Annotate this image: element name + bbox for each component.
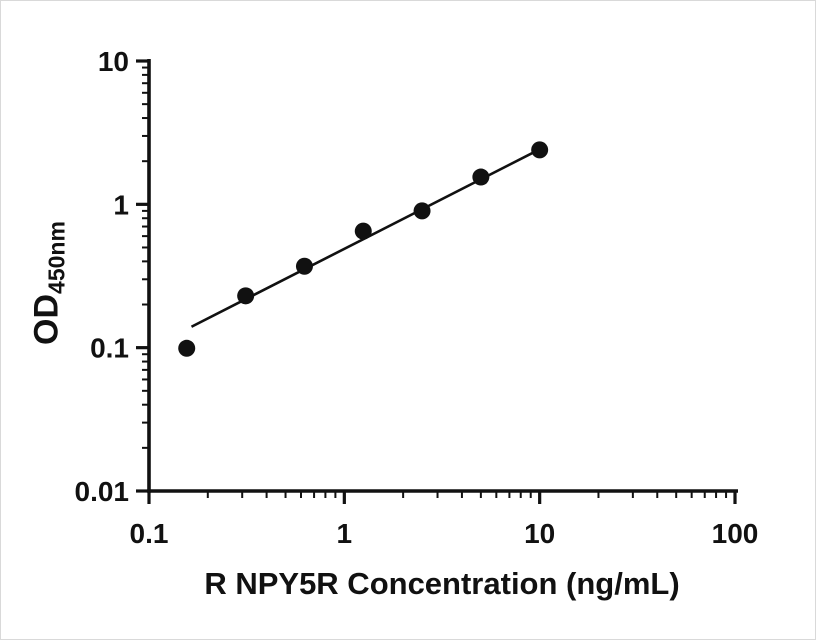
x-tick-label: 10 [524,518,555,549]
y-tick-label: 1 [113,189,129,220]
data-point [237,287,255,305]
x-tick-label: 0.1 [130,518,169,549]
data-point [531,141,549,159]
y-axis-label-subscript: 450nm [43,221,70,294]
x-axis-label: R NPY5R Concentration (ng/mL) [204,566,680,601]
data-point [472,168,490,186]
y-axis-label: OD450nm [27,221,70,345]
data-point [413,202,431,220]
y-axis-label-main: OD [27,293,66,345]
data-point [178,339,196,357]
y-tick-label: 0.1 [90,333,129,364]
y-tick-label: 0.01 [75,476,130,507]
x-tick-label: 100 [712,518,759,549]
y-tick-label: 10 [98,46,129,77]
data-point [354,222,372,240]
x-tick-label: 1 [337,518,353,549]
data-point [295,257,313,275]
